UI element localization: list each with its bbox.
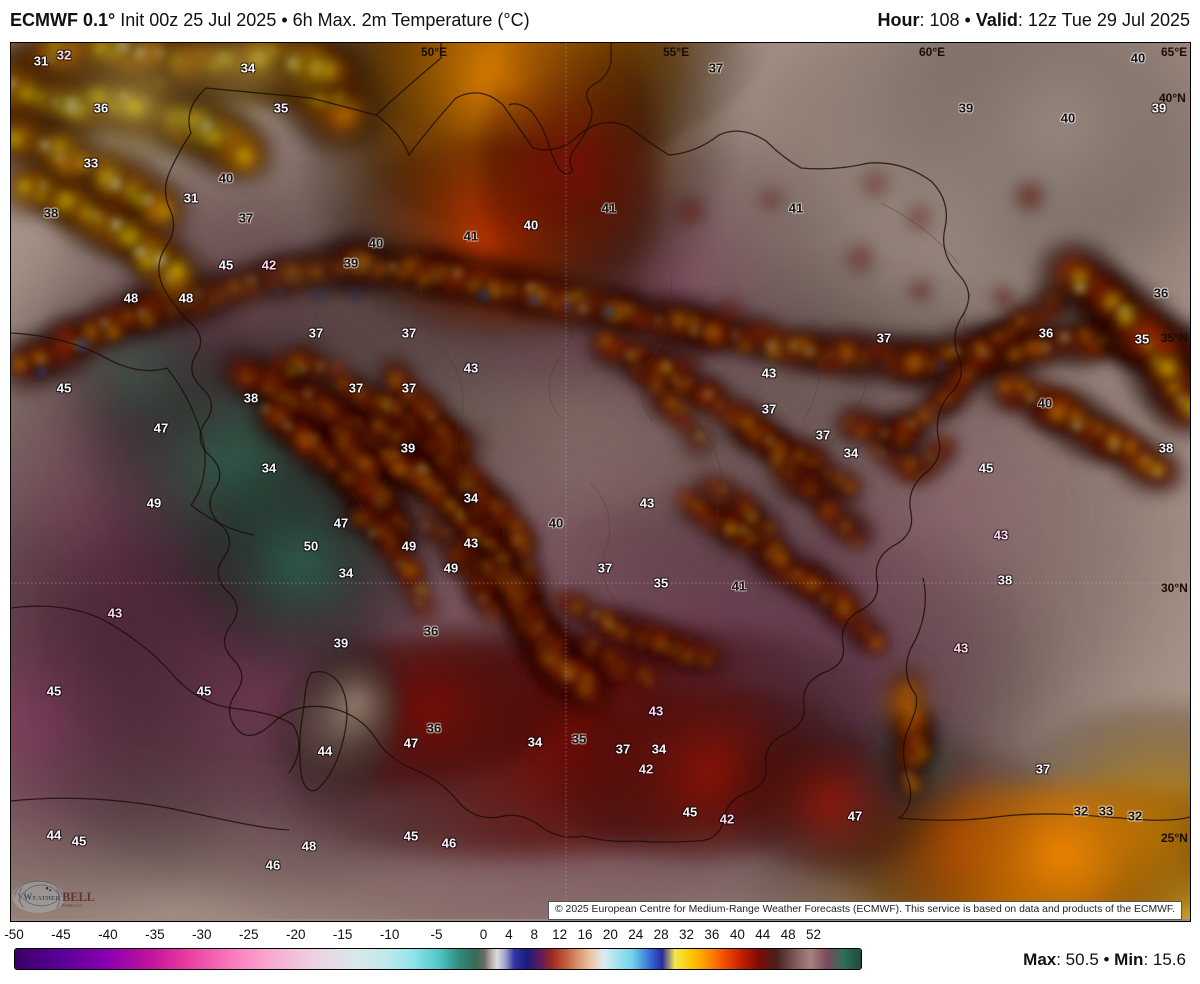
svg-text:Analytics, LLC: Analytics, LLC [62,904,83,908]
svg-text:BELL: BELL [62,890,95,904]
